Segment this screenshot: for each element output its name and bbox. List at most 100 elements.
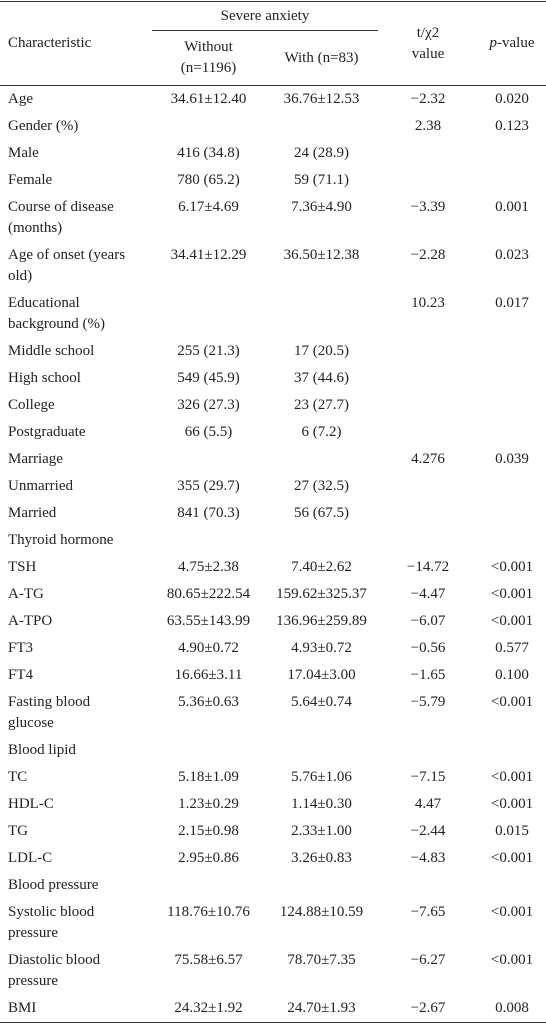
row-label-cell: Married [0, 500, 152, 527]
cell: 6 (7.2) [265, 419, 378, 446]
cell: 549 (45.9) [152, 365, 265, 392]
table-row: High school 549 (45.9) 37 (44.6) [0, 365, 546, 392]
cell-text: 63.55±143.99 [166, 613, 251, 629]
row-label: TSH [8, 559, 37, 575]
header-cell: With (n=83) [265, 31, 378, 86]
cell-text: 7.40±2.62 [291, 559, 352, 575]
cell-text: 27 (32.5) [294, 478, 349, 494]
cell: 5.64±0.74 [265, 689, 378, 737]
row-label-cell: TC [0, 764, 152, 791]
cell [152, 113, 265, 140]
cell-text: 10.23 [411, 295, 445, 311]
cell: −2.67 [378, 995, 478, 1023]
cell-text: <0.001 [490, 613, 534, 629]
cell: −14.72 [378, 554, 478, 581]
cell-text: 4.90±0.72 [178, 640, 239, 656]
cell-text: 549 (45.9) [177, 370, 240, 386]
header-cell: t/χ2 value [378, 2, 478, 86]
row-label: Course of disease (months) [8, 199, 114, 236]
header-text: p [489, 35, 498, 51]
row-label: Unmarried [8, 478, 73, 494]
cell: −2.32 [378, 86, 478, 114]
cell: 5.36±0.63 [152, 689, 265, 737]
header-group: Severe anxiety [152, 1, 378, 31]
cell [478, 527, 546, 554]
row-label-cell: FT3 [0, 635, 152, 662]
cell: 5.76±1.06 [265, 764, 378, 791]
cell-text: 24.70±1.93 [287, 1000, 356, 1016]
cell-text: 416 (34.8) [177, 145, 240, 161]
cell: <0.001 [478, 689, 546, 737]
row-label-cell: Female [0, 167, 152, 194]
cell [378, 872, 478, 899]
row-label-cell: Fasting blood glucose [0, 689, 152, 737]
cell: −1.65 [378, 662, 478, 689]
cell [378, 140, 478, 167]
cell-text: <0.001 [490, 559, 534, 575]
row-label-cell: Age of onset (years old) [0, 242, 152, 290]
cell: 4.90±0.72 [152, 635, 265, 662]
row-label-cell: Gender (%) [0, 113, 152, 140]
cell-text: <0.001 [490, 796, 534, 812]
cell: 0.577 [478, 635, 546, 662]
cell-text: 780 (65.2) [177, 172, 240, 188]
header-cell: Characteristic [8, 35, 92, 51]
cell: 63.55±143.99 [152, 608, 265, 635]
cell: 841 (70.3) [152, 500, 265, 527]
row-label: Postgraduate [8, 424, 86, 440]
cell-text: 37 (44.6) [294, 370, 349, 386]
cell [265, 113, 378, 140]
cell: 1.14±0.30 [265, 791, 378, 818]
cell-text: 59 (71.1) [294, 172, 349, 188]
cell [378, 419, 478, 446]
table-row: Married 841 (70.3) 56 (67.5) [0, 500, 546, 527]
cell [478, 140, 546, 167]
table-row: BMI 24.32±1.92 24.70±1.93 −2.67 0.008 [0, 995, 546, 1023]
cell-text: −6.07 [410, 613, 446, 629]
cell [265, 446, 378, 473]
row-label: FT3 [8, 640, 34, 656]
cell: 0.017 [478, 290, 546, 338]
cell [478, 872, 546, 899]
cell: 159.62±325.37 [265, 581, 378, 608]
table-row: Educational background (%) 10.23 0.017 [0, 290, 546, 338]
cell: 136.96±259.89 [265, 608, 378, 635]
cell-text: 34.61±12.40 [170, 91, 247, 107]
table-row: Diastolic blood pressure 75.58±6.57 78.70±… [0, 947, 546, 995]
table-row: TSH 4.75±2.38 7.40±2.62 −14.72 <0.001 [0, 554, 546, 581]
cell-text: 5.18±1.09 [178, 769, 239, 785]
cell-text: 7.36±4.90 [291, 199, 352, 215]
table-header: Characteristic Severe anxiety t/χ2 value… [0, 1, 546, 86]
table-row: Blood pressure [0, 872, 546, 899]
cell-text: −14.72 [406, 559, 450, 575]
cell-text: 4.93±0.72 [291, 640, 352, 656]
row-label: FT4 [8, 667, 34, 683]
table-row: TC 5.18±1.09 5.76±1.06 −7.15 <0.001 [0, 764, 546, 791]
cell: −7.65 [378, 899, 478, 947]
table-row: A-TPO 63.55±143.99 136.96±259.89 −6.07 <0.00… [0, 608, 546, 635]
cell-text: 4.47 [414, 796, 442, 812]
cell: 23 (27.7) [265, 392, 378, 419]
row-label: Fasting blood glucose [8, 694, 91, 731]
cell: 7.40±2.62 [265, 554, 378, 581]
cell [478, 365, 546, 392]
header-cell: p-value [478, 2, 546, 86]
row-label: TC [8, 769, 28, 785]
cell: 326 (27.3) [152, 392, 265, 419]
row-label: LDL-C [8, 850, 53, 866]
row-label-cell: Systolic blood pressure [0, 899, 152, 947]
row-label-cell: BMI [0, 995, 152, 1023]
cell: <0.001 [478, 947, 546, 995]
cell-text: 0.017 [495, 295, 529, 311]
row-label-cell: Thyroid hormone [0, 527, 152, 554]
cell: 27 (32.5) [265, 473, 378, 500]
cell-text: 136.96±259.89 [276, 613, 367, 629]
cell [378, 527, 478, 554]
table-row: College 326 (27.3) 23 (27.7) [0, 392, 546, 419]
cell-text: <0.001 [490, 586, 534, 602]
cell [152, 872, 265, 899]
cell [378, 473, 478, 500]
cell: −6.07 [378, 608, 478, 635]
